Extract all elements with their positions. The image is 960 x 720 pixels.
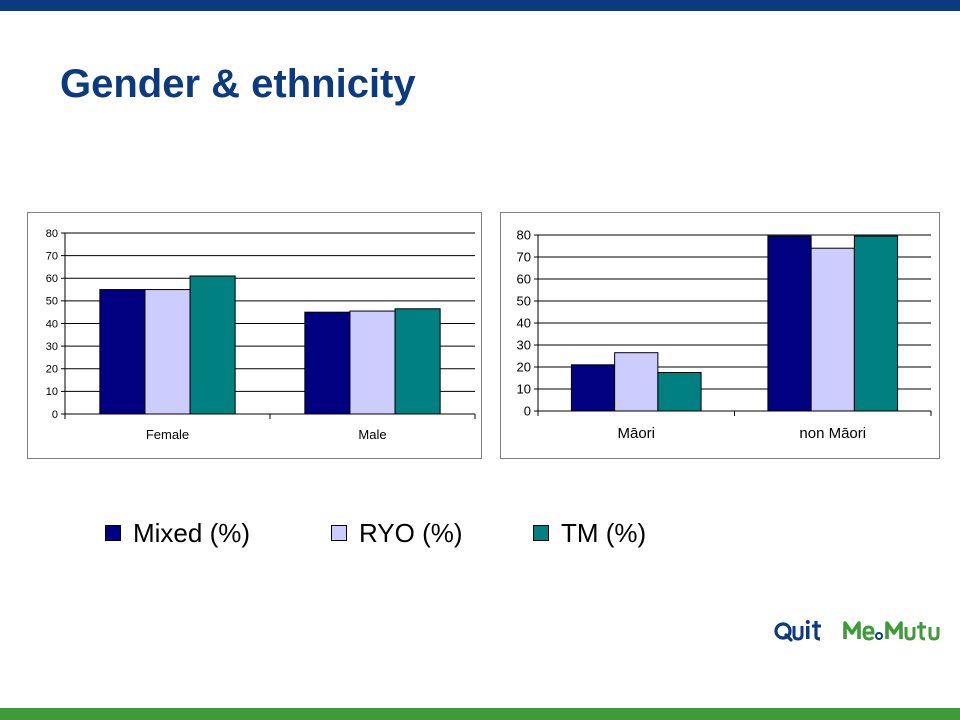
gender-chart-ytick-label: 60	[46, 273, 58, 285]
legend-label-mixed: Mixed (%)	[133, 518, 251, 548]
ethnicity-chart-ytick-label: 30	[517, 338, 531, 353]
ethnicity-chart-bar-tm-1	[853, 235, 899, 412]
gender-chart-bar-tm-1	[394, 308, 441, 415]
ethnicity-chart-bar-ryo-1	[810, 247, 855, 412]
ethnicity-chart-ytick-label: 40	[517, 316, 531, 331]
ethnicity-chart-category-label: non Māori	[799, 425, 866, 442]
bottom-brand-bar	[0, 708, 960, 720]
ethnicity-chart-bar-tm-0	[657, 372, 702, 412]
gender-chart-bar-ryo-1	[349, 310, 396, 415]
ethnicity-chart-ytick-label: 20	[517, 360, 531, 375]
ethnicity-chart-svg: 0 10 20 30 40 50 60 70 80 Māori non Māori	[517, 228, 932, 442]
ethnicity-chart-ytick-label: 80	[517, 228, 531, 243]
ethnicity-chart-ytick-label: 50	[517, 294, 531, 309]
gender-chart-ytick-label: 40	[46, 318, 58, 330]
legend-swatch-mixed	[105, 525, 121, 541]
ethnicity-chart-bar-mixed-0	[570, 364, 616, 412]
gender-chart: 0 10 20 30 40 50 60 70 80 Female Male	[27, 212, 482, 459]
gender-chart-bar-tm-0	[189, 275, 236, 415]
page-title: Gender & ethnicity	[60, 62, 416, 106]
me-mutu-logo	[842, 616, 946, 646]
ethnicity-chart: 0 10 20 30 40 50 60 70 80 Māori non Māori	[500, 212, 940, 459]
legend-label-tm: TM (%)	[561, 518, 647, 548]
legend-swatch-tm	[533, 525, 549, 541]
gender-chart-ytick-label: 80	[46, 228, 58, 240]
ethnicity-chart-bar-mixed-1	[767, 235, 812, 412]
ethnicity-chart-ytick-label: 0	[524, 404, 531, 419]
gender-chart-ytick-label: 10	[46, 386, 58, 398]
gender-chart-category-label: Male	[358, 427, 386, 442]
gender-chart-ytick-label: 20	[46, 364, 58, 376]
ethnicity-chart-category-label: Māori	[617, 425, 655, 442]
legend-label-ryo: RYO (%)	[359, 518, 463, 548]
ethnicity-chart-ytick-label: 70	[517, 250, 531, 265]
gender-chart-ytick-label: 30	[46, 341, 58, 353]
gender-chart-svg: 0 10 20 30 40 50 60 70 80 Female Male	[46, 228, 476, 442]
quit-logo	[774, 616, 826, 646]
ethnicity-chart-bar-ryo-0	[614, 352, 659, 412]
legend-swatch-ryo	[331, 525, 347, 541]
gender-chart-bar-ryo-0	[144, 289, 191, 415]
gender-chart-ytick-label: 70	[46, 250, 58, 262]
gender-chart-bar-mixed-1	[304, 311, 351, 415]
ethnicity-chart-ytick-label: 60	[517, 272, 531, 287]
gender-chart-ytick-label: 0	[52, 409, 58, 421]
ethnicity-chart-ytick-label: 10	[517, 382, 531, 397]
gender-chart-ytick-label: 50	[46, 296, 58, 308]
top-brand-bar	[0, 0, 960, 11]
gender-chart-bar-mixed-0	[99, 289, 146, 415]
gender-chart-category-label: Female	[146, 427, 189, 442]
